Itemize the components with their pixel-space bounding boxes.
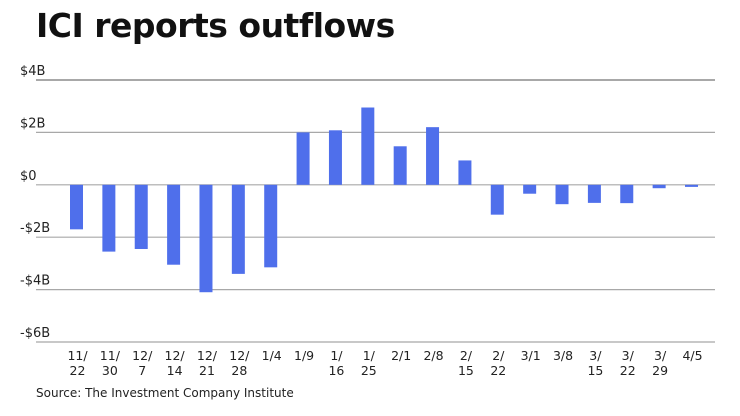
x-tick-label-line: 1/9 [294,348,314,363]
x-tick-label-line: 2/ [460,348,473,363]
x-tick-label-line: 22 [620,363,636,378]
x-tick-label: 3/8 [553,348,573,363]
x-tick-label-line: 21 [199,363,215,378]
x-tick-label: 4/5 [682,348,702,363]
x-tick-label-line: 12/ [165,348,186,363]
bar [393,146,407,185]
x-tick-label-line: 1/ [330,348,343,363]
x-tick-label-line: 22 [70,363,86,378]
bar [102,184,116,252]
bar [620,184,634,204]
x-tick-label-line: 25 [361,363,377,378]
x-tick-label-line: 12/ [229,348,250,363]
y-axis-ticks: $4B $2B $0 -$2B -$4B -$6B [20,64,50,341]
x-tick-label-line: 15 [587,363,603,378]
x-tick-label: 1/9 [294,348,314,363]
x-tick-label-line: 3/ [589,348,602,363]
bar [587,184,601,203]
x-tick-label: 12/21 [197,348,218,378]
gridlines [36,79,715,343]
x-tick-label-line: 28 [231,363,247,378]
bar [652,184,666,189]
x-tick-label: 2/22 [490,348,506,378]
x-tick-label-line: 7 [138,363,146,378]
y-tick-label: $2B [20,116,45,131]
x-tick-label: 12/28 [229,348,250,378]
x-tick-label-line: 3/1 [521,348,541,363]
bar [231,184,245,274]
y-tick-label: -$4B [20,274,50,289]
x-tick-label: 11/30 [100,348,121,378]
x-tick-label: 2/1 [391,348,411,363]
x-tick-label: 3/22 [620,348,636,378]
bar [490,184,504,215]
x-tick-label: 2/8 [423,348,443,363]
x-tick-label-line: 1/ [363,348,376,363]
x-tick-label-line: 16 [328,363,344,378]
x-tick-label: 3/15 [587,348,603,378]
x-tick-label-line: 29 [652,363,668,378]
bar [426,127,440,185]
x-tick-label: 3/29 [652,348,668,378]
x-tick-label-line: 2/ [492,348,505,363]
x-tick-label-line: 1/4 [262,348,282,363]
x-tick-label-line: 12/ [197,348,218,363]
x-tick-label: 3/1 [521,348,541,363]
x-tick-label-line: 12/ [132,348,153,363]
bar [199,184,213,293]
bar [361,107,375,185]
x-tick-label: 1/16 [328,348,344,378]
bar [523,184,537,194]
x-tick-label-line: 3/ [622,348,635,363]
bar [685,184,698,187]
x-tick-label-line: 14 [167,363,183,378]
bar [70,184,83,230]
y-tick-label: $4B [20,64,45,79]
x-tick-label: 1/25 [361,348,377,378]
bars [70,107,698,293]
x-tick-label-line: 4/5 [682,348,702,363]
x-tick-label: 2/15 [458,348,474,378]
bar [555,184,569,205]
x-tick-label: 12/7 [132,348,153,378]
x-tick-label-line: 11/ [67,348,88,363]
x-tick-label-line: 15 [458,363,474,378]
chart-title: ICI reports outflows [36,6,395,45]
x-tick-label-line: 3/8 [553,348,573,363]
x-tick-label-line: 22 [490,363,506,378]
x-tick-label-line: 11/ [100,348,121,363]
x-tick-label-line: 2/8 [423,348,443,363]
x-tick-label: 11/22 [67,348,88,378]
y-tick-label: -$6B [20,326,50,341]
x-tick-label-line: 30 [102,363,118,378]
x-tick-label-line: 2/1 [391,348,411,363]
bar [296,132,310,185]
y-tick-label: $0 [20,169,37,184]
bar [328,130,342,185]
x-tick-label: 1/4 [262,348,282,363]
x-tick-label-line: 3/ [654,348,667,363]
bar [458,160,472,185]
source-note: Source: The Investment Company Institute [36,386,294,400]
bar [134,184,148,249]
bar [264,184,278,268]
x-tick-label: 12/14 [165,348,186,378]
y-tick-label: -$2B [20,221,50,236]
bar [167,184,181,265]
